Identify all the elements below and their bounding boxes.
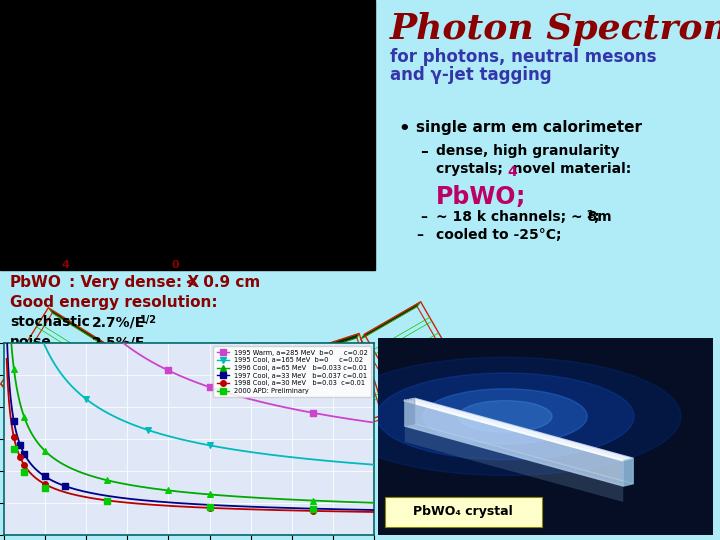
- Polygon shape: [361, 302, 420, 339]
- Point: [307, 408, 318, 417]
- Polygon shape: [415, 398, 634, 484]
- Text: PbWO: PbWO: [436, 185, 516, 209]
- Text: 4: 4: [62, 260, 70, 270]
- Ellipse shape: [330, 357, 681, 476]
- Point: [204, 383, 215, 391]
- Point: [101, 324, 112, 333]
- Text: PbWO₄ crystal: PbWO₄ crystal: [413, 505, 513, 518]
- Point: [163, 486, 174, 495]
- Text: ;: ;: [593, 210, 598, 224]
- Point: [101, 476, 112, 484]
- Point: [307, 504, 318, 513]
- Text: –: –: [420, 210, 427, 224]
- Text: ;: ;: [516, 185, 526, 209]
- Text: crystals;  novel material:: crystals; novel material:: [436, 162, 631, 176]
- Ellipse shape: [377, 373, 634, 460]
- Point: [8, 365, 19, 374]
- Text: : Very dense: X: : Very dense: X: [69, 275, 199, 290]
- Polygon shape: [405, 424, 634, 486]
- Polygon shape: [405, 398, 634, 461]
- Polygon shape: [125, 341, 197, 366]
- Point: [19, 468, 30, 477]
- Point: [204, 441, 215, 450]
- Point: [101, 497, 112, 505]
- Point: [39, 447, 50, 455]
- FancyBboxPatch shape: [384, 497, 542, 526]
- Point: [39, 472, 50, 481]
- Ellipse shape: [423, 389, 588, 444]
- Text: dense, high granularity: dense, high granularity: [436, 144, 619, 158]
- Text: for photons, neutral mesons: for photons, neutral mesons: [390, 48, 657, 66]
- Polygon shape: [405, 424, 624, 502]
- Ellipse shape: [459, 401, 552, 432]
- Polygon shape: [624, 458, 634, 486]
- Text: 1.3%: 1.3%: [92, 355, 130, 369]
- Point: [39, 484, 50, 492]
- Point: [19, 265, 30, 273]
- Point: [8, 444, 19, 453]
- Text: cooled to -25°C;: cooled to -25°C;: [436, 228, 562, 242]
- Text: 2: 2: [586, 210, 593, 220]
- Text: stochastic: stochastic: [10, 315, 90, 329]
- Text: constant: constant: [10, 355, 78, 369]
- Text: •: •: [398, 120, 410, 138]
- Text: < 0.9 cm: < 0.9 cm: [180, 275, 260, 290]
- Point: [19, 461, 30, 469]
- Text: 2.5%/E: 2.5%/E: [92, 335, 145, 349]
- Text: 2.7%/E: 2.7%/E: [92, 315, 145, 329]
- Point: [204, 502, 215, 511]
- Text: 0: 0: [172, 260, 179, 270]
- Point: [163, 366, 174, 375]
- Text: ~ 18 k channels; ~ 8m: ~ 18 k channels; ~ 8m: [436, 210, 611, 224]
- Point: [39, 480, 50, 488]
- Text: Good energy resolution:: Good energy resolution:: [10, 295, 217, 310]
- Text: 1/2: 1/2: [140, 315, 157, 325]
- Point: [8, 433, 19, 442]
- Polygon shape: [48, 308, 113, 351]
- Text: PbWO: PbWO: [10, 275, 62, 290]
- Polygon shape: [289, 334, 359, 360]
- Text: –: –: [420, 144, 428, 159]
- Bar: [0, 0, 375, 270]
- Point: [80, 395, 91, 403]
- Text: noise: noise: [10, 335, 52, 349]
- Point: [8, 156, 19, 165]
- Point: [19, 413, 30, 421]
- Text: Photon Spectrometer: Photon Spectrometer: [390, 12, 720, 46]
- Text: and γ-jet tagging: and γ-jet tagging: [390, 66, 552, 84]
- Point: [8, 417, 19, 426]
- Polygon shape: [206, 350, 281, 356]
- Text: –: –: [416, 228, 423, 242]
- Point: [204, 490, 215, 499]
- Point: [142, 426, 153, 434]
- Polygon shape: [405, 398, 415, 426]
- Point: [19, 74, 30, 83]
- Point: [19, 449, 30, 458]
- Point: [307, 496, 318, 505]
- Point: [60, 482, 71, 490]
- Point: [204, 503, 215, 512]
- Polygon shape: [405, 401, 624, 486]
- Point: [307, 507, 318, 515]
- Legend: 1995 Warm, a=285 MeV  b=0     c=0.02, 1995 Cool, a=165 MeV  b=0     c=0.02, 1996: 1995 Warm, a=285 MeV b=0 c=0.02, 1995 Co…: [213, 346, 371, 397]
- Text: single arm em calorimeter: single arm em calorimeter: [416, 120, 642, 135]
- Point: [14, 440, 26, 449]
- Text: 4: 4: [507, 165, 517, 179]
- Point: [14, 453, 26, 462]
